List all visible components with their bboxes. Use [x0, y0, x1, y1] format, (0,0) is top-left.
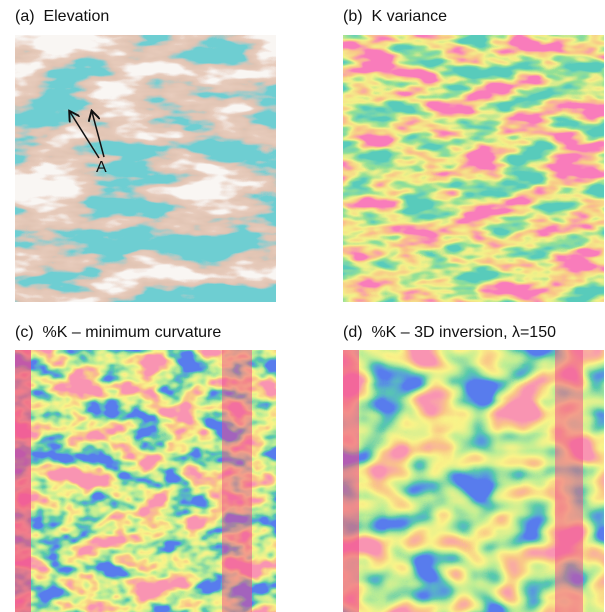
panel-title: (c) %K – minimum curvature	[15, 324, 221, 342]
map-edge	[343, 350, 359, 612]
elevation-map	[15, 35, 276, 302]
k-variance-map	[343, 35, 604, 302]
map-band	[555, 350, 583, 612]
figure-images: A	[0, 0, 605, 612]
panel-title: (a) Elevation	[15, 8, 109, 26]
figure: A (a) Elevation (b) K variance (c) %K – …	[0, 0, 605, 612]
panel-title: (b) K variance	[343, 8, 447, 26]
panel-title: (d) %K – 3D inversion, λ=150	[343, 324, 556, 342]
map-band	[222, 350, 252, 612]
annotation: A	[96, 159, 107, 176]
map-edge	[15, 350, 31, 612]
